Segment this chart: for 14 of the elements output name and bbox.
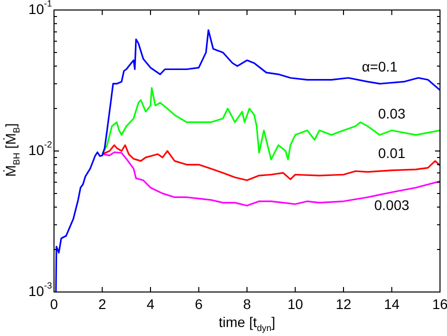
x-tick-label: 12 [336, 296, 352, 312]
x-tick-label: 2 [98, 296, 106, 312]
x-tick-label: 10 [287, 296, 304, 312]
series-label: 0.003 [374, 197, 410, 214]
series-label: 0.03 [378, 105, 406, 122]
series-label: α=0.1 [362, 58, 398, 75]
x-tick-label: 4 [146, 296, 155, 312]
x-tick-label: 8 [243, 296, 252, 312]
series-label: 0.01 [378, 145, 406, 162]
x-tick-label: 14 [384, 296, 400, 312]
x-tick-label: 0 [50, 296, 58, 312]
x-tick-label: 6 [194, 296, 203, 312]
x-tick-label: 16 [432, 296, 447, 312]
x-axis-title: time [t$_{dyn}$] [218, 314, 276, 333]
